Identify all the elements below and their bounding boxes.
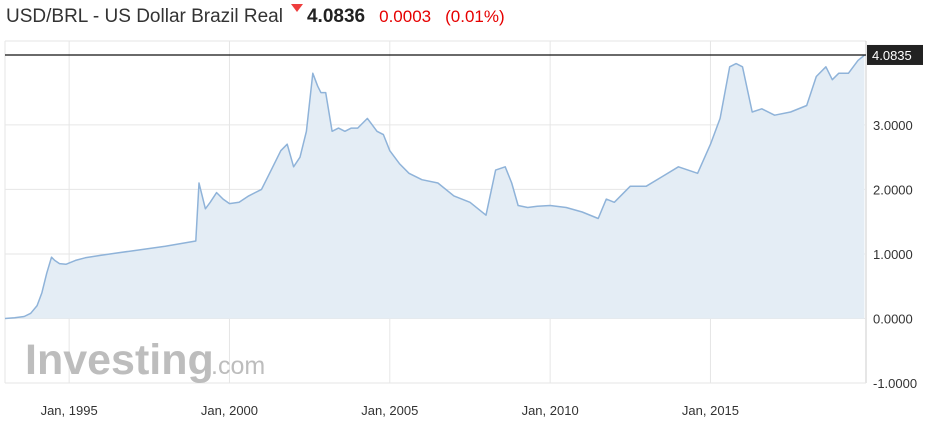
y-tick-label: 2.0000 [873, 182, 913, 197]
current-value-label: 4.0835 [872, 48, 912, 63]
x-tick-label: Jan, 2000 [201, 403, 258, 418]
current-value-badge [867, 44, 923, 65]
series-layer [4, 54, 865, 320]
series-line [4, 54, 865, 320]
x-tick-label: Jan, 2005 [361, 403, 418, 418]
price-change: 0.0003 [379, 6, 432, 26]
y-tick-label: -1.0000 [873, 376, 917, 391]
x-tick-label: Jan, 2015 [682, 403, 739, 418]
chart-title: USD/BRL - US Dollar Brazil Real [6, 5, 283, 27]
price-change-percent: (0.01%) [445, 6, 505, 26]
y-tick-label: 0.0000 [873, 311, 913, 326]
watermark-suffix: .com [211, 352, 265, 380]
series-area [5, 55, 865, 319]
y-tick-label: 1.0000 [873, 247, 913, 262]
investing-watermark: Investing .com [25, 336, 265, 384]
y-tick-label: 3.0000 [873, 118, 913, 133]
chart-header: USD/BRL - US Dollar Brazil Real 4.0836 0.0… [6, 4, 505, 30]
watermark-brand: Investing [25, 336, 214, 384]
down-triangle-icon [290, 4, 303, 12]
current-price: 4.0836 [306, 5, 366, 27]
x-tick-label: Jan, 2010 [522, 403, 579, 418]
axes: 3.0000 2.0000 1.0000 0.0000 -1.0000 Jan, 1995… [5, 44, 923, 418]
x-tick-label: Jan, 1995 [41, 403, 98, 418]
